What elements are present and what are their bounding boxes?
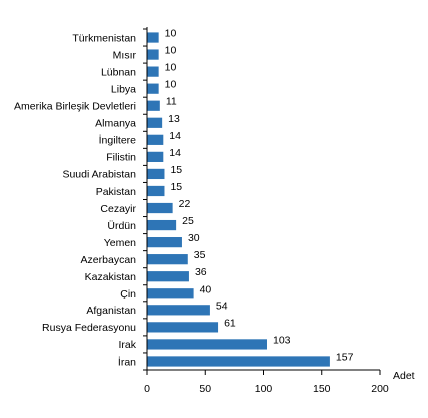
value-label: 157 [336, 351, 354, 363]
category-label: İngiltere [99, 134, 137, 147]
bar [147, 219, 177, 231]
bar [147, 66, 159, 77]
category-label: Amerika Birleşik Devletleri [14, 101, 136, 113]
value-label: 10 [165, 62, 177, 74]
value-label: 22 [179, 198, 191, 210]
bar [147, 134, 164, 145]
category-label: Pakistan [96, 186, 136, 198]
bar [147, 117, 163, 128]
category-label: Kazakistan [85, 271, 137, 283]
bar [147, 254, 188, 265]
value-label: 35 [194, 249, 206, 261]
x-tick-label: 200 [371, 383, 389, 395]
bar [147, 32, 159, 43]
category-label: Yemen [104, 237, 136, 249]
x-tick-label: 100 [255, 383, 273, 395]
value-label: 13 [168, 113, 180, 125]
value-label: 61 [224, 317, 236, 329]
x-tick-label: 50 [199, 383, 211, 395]
bar [147, 83, 159, 94]
value-label: 10 [165, 28, 177, 40]
category-labels: Türkmenistan Mısır Lübnan Libya Amerika Birl… [14, 32, 137, 368]
bar [147, 202, 173, 214]
value-label: 25 [182, 215, 194, 227]
bar [147, 271, 189, 282]
value-label: 30 [188, 232, 200, 244]
category-label: Almanya [95, 118, 136, 130]
value-label: 54 [216, 300, 228, 312]
value-label: 15 [170, 181, 182, 193]
bar [147, 151, 164, 162]
category-label: Türkmenistan [72, 32, 136, 44]
value-label: 40 [200, 283, 212, 295]
value-label: 10 [165, 45, 177, 57]
bar [147, 305, 210, 316]
value-label: 15 [170, 164, 182, 176]
category-label: Afganistan [86, 305, 136, 317]
bar [147, 237, 182, 248]
bar [147, 322, 219, 333]
category-label: Rusya Federasyonu [42, 322, 136, 334]
value-label: 14 [169, 130, 181, 142]
x-axis-unit-label: Adet [393, 370, 415, 382]
category-label: Filistin [106, 152, 136, 164]
x-tick-label: 0 [144, 383, 150, 395]
bars [147, 32, 330, 367]
x-tick-label: 150 [313, 383, 331, 395]
bar [147, 356, 330, 367]
bar [147, 49, 159, 60]
category-label: Libya [111, 83, 136, 95]
category-label: Irak [118, 339, 136, 351]
category-label: İran [118, 355, 136, 368]
value-label: 36 [195, 266, 207, 278]
category-label: Mısır [113, 49, 137, 61]
bar [147, 288, 194, 299]
value-label: 11 [166, 96, 177, 108]
value-label: 14 [169, 147, 181, 159]
bar [147, 339, 267, 350]
category-label: Ürdün [107, 220, 136, 232]
category-label: Azerbaycan [81, 254, 137, 266]
category-label: Suudi Arabistan [62, 169, 136, 181]
category-label: Lübnan [101, 66, 136, 78]
value-label: 10 [165, 79, 177, 91]
x-axis-ticks: 0 50 100 150 200 [143, 28, 389, 395]
value-labels: 10 10 10 10 11 13 14 14 15 15 22 25 30 35 36 40 54 61 103 1… [165, 28, 354, 364]
category-label: Cezayir [100, 203, 136, 215]
bar [147, 100, 160, 111]
value-label: 103 [273, 334, 291, 346]
bar [147, 185, 165, 197]
bar [147, 168, 165, 180]
category-label: Çin [120, 288, 136, 300]
